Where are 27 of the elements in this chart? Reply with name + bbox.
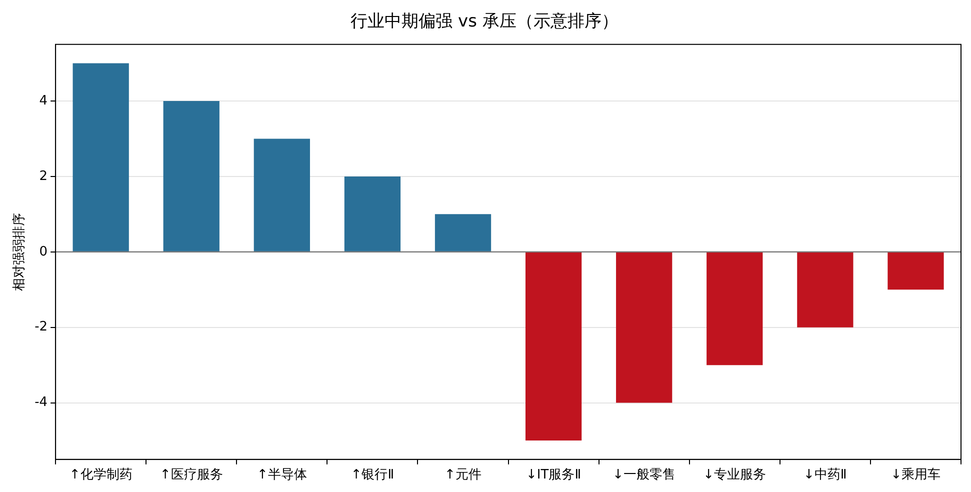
x-tick-label: ↑银行Ⅱ: [350, 468, 394, 483]
x-tick-label: ↓乘用车: [890, 468, 941, 483]
bar: [888, 252, 944, 290]
y-tick-label: 2: [39, 168, 48, 184]
bar: [706, 252, 763, 366]
chart-title: 行业中期偏强 vs 承压（示意排序）: [350, 12, 618, 32]
bar: [616, 252, 672, 403]
bar: [525, 252, 582, 441]
y-tick-label: 4: [39, 93, 48, 108]
y-tick-label: -2: [34, 320, 48, 335]
x-tick-label: ↑医疗服务: [160, 468, 223, 483]
x-tick-label: ↓中药Ⅱ: [804, 468, 847, 483]
y-tick-label: 0: [39, 244, 48, 260]
x-tick-label: ↑半导体: [256, 468, 307, 483]
y-axis-title: 相对强弱排序: [11, 212, 28, 291]
bar: [254, 138, 310, 252]
bar: [344, 176, 401, 252]
x-tick-label: ↓一般零售: [612, 468, 676, 483]
bar: [434, 214, 492, 252]
y-tick-label: -4: [34, 395, 48, 410]
x-tick-label: ↓专业服务: [703, 468, 766, 483]
x-tick-label: ↓IT服务Ⅱ: [526, 468, 582, 483]
bar: [797, 252, 854, 328]
bar: [163, 100, 220, 252]
x-tick-label: ↑元件: [444, 468, 482, 483]
x-tick-label: ↑化学制药: [69, 468, 132, 483]
bar: [72, 63, 129, 252]
